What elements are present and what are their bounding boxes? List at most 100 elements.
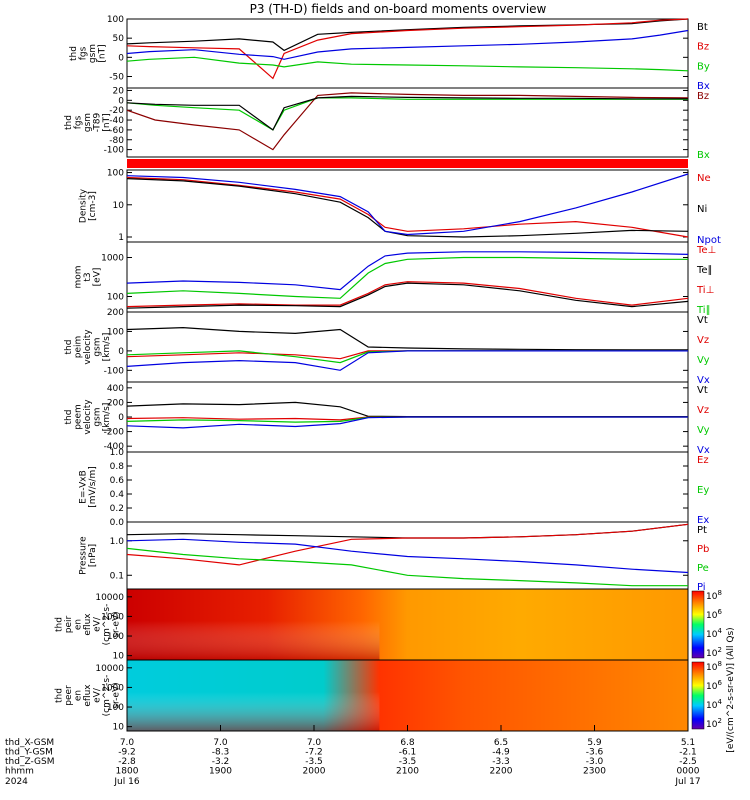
panel-ylabel: gsm xyxy=(83,113,93,132)
y-tick-label: 1 xyxy=(118,233,124,243)
panel-ylabel: (cm^2-s- xyxy=(102,675,112,717)
legend-entry: Bz xyxy=(697,91,709,102)
time-row-value: 1800 xyxy=(116,767,139,777)
panel-fgs-gsm-detrended: thd fgs gsm -T89 [nT] 200-20-40-60-80-100 Bz Bx xyxy=(64,86,710,161)
panel-ylabel: Pressure xyxy=(78,536,88,575)
y-tick-label: 10 xyxy=(113,652,125,662)
legend-entry: Ey xyxy=(697,485,709,496)
series-line-By xyxy=(126,56,689,72)
panel-efield: E=-VxB [mV/s/m] 1.0 0.8 0.6 0.4 0.2 0.0 Ez Ey Ex xyxy=(78,448,709,528)
legend-entry: Vy xyxy=(697,355,710,366)
y-tick-label: 50 xyxy=(113,34,125,44)
panel-ylabel: mom xyxy=(74,265,84,288)
time-row-value: -3.5 xyxy=(305,757,323,767)
series-line-Ni xyxy=(126,178,689,238)
legend-entry: Vz xyxy=(697,405,709,416)
legend-entry: Ti⊥ xyxy=(696,285,714,296)
legend-entry: Pe xyxy=(697,563,709,574)
y-tick-label: 10000 xyxy=(95,593,124,603)
series-line-Ti∥ xyxy=(126,256,688,299)
series-line-Pt xyxy=(126,523,689,539)
y-tick-label: 1.0 xyxy=(110,537,125,547)
y-tick-label: -40 xyxy=(109,116,124,126)
series-line-Pi xyxy=(126,538,689,574)
spectrogram-overlay xyxy=(127,691,380,731)
y-tick-label: 10000 xyxy=(95,664,124,674)
panel-ylabel: thd xyxy=(55,688,65,703)
series-line-Ti⊥ xyxy=(126,251,689,291)
panel-ylabel: en xyxy=(74,690,84,701)
series-line-Vy xyxy=(126,350,688,364)
y-tick-label: 100 xyxy=(107,169,124,179)
y-tick-label: -80 xyxy=(109,136,124,146)
panel-ylabel: sr-eV) xyxy=(112,611,122,637)
colorbar-tick: 108 xyxy=(706,660,722,673)
colorbar xyxy=(691,590,705,659)
panel-ylabel: thd xyxy=(69,46,79,61)
y-tick-label: 20 xyxy=(113,86,125,96)
y-tick-label: 0 xyxy=(118,413,124,423)
time-row-label: thd_X-GSM xyxy=(5,738,54,748)
orbit-band xyxy=(127,159,688,168)
panel-ylabel: thd xyxy=(64,410,74,425)
time-row-value: 6.8 xyxy=(400,738,415,748)
time-row-value: 2000 xyxy=(303,767,326,777)
y-tick-label: 200 xyxy=(107,398,124,408)
time-axis: thd_X-GSM 7.0 7.0 7.0 6.8 6.5 5.9 5.1 thd_Y-GSM -… xyxy=(5,725,701,787)
colorbar-tick: 106 xyxy=(706,608,722,621)
colorbar xyxy=(691,661,705,730)
legend-entry: Ez xyxy=(697,455,709,466)
y-tick-label: 200 xyxy=(107,308,124,318)
y-tick-label: 100 xyxy=(107,703,124,713)
y-tick-label: 1000 xyxy=(101,612,124,622)
y-tick-label: -20 xyxy=(109,106,124,116)
series-line-ref xyxy=(126,95,688,131)
panel-moments-temp: mom t3 [eV] 1000 100 Te⊥ Te∥ Ti⊥ Ti∥ xyxy=(74,241,716,316)
panel-ylabel: velocity xyxy=(83,329,93,365)
y-tick-label: 10 xyxy=(113,201,125,211)
time-row-value: 7.0 xyxy=(307,738,322,748)
legend-entry: By xyxy=(697,61,710,72)
panel-peem-velocity: thd peem velocity gsm [km/s] 400 200 0 -200 -400 V… xyxy=(64,381,710,456)
panel-ylabel: peir xyxy=(64,615,74,633)
y-tick-label: 0 xyxy=(118,347,124,357)
date-label: Jul 16 xyxy=(113,777,139,787)
y-tick-label: 1000 xyxy=(101,683,124,693)
y-tick-label: 0.1 xyxy=(110,571,124,581)
panel-frame xyxy=(126,521,689,590)
panel-ylabel: peer xyxy=(64,685,74,706)
year-label: 2024 xyxy=(5,777,28,787)
date-label: Jul 17 xyxy=(674,777,700,787)
series-line-Bx xyxy=(126,29,689,60)
y-tick-label: 10 xyxy=(113,723,125,733)
y-tick-label: 1.0 xyxy=(110,448,125,458)
panel-ylabel: eflux xyxy=(83,613,93,636)
panel-ylabel: thd xyxy=(55,617,65,632)
panel-ylabel: gsm xyxy=(88,44,98,63)
legend-entry: Bx xyxy=(697,81,710,92)
panel-ylabel: [nPa] xyxy=(88,544,98,567)
time-row-value: -3.0 xyxy=(586,757,604,767)
panel-frame xyxy=(126,87,689,158)
legend-entry: Npot xyxy=(697,235,721,246)
series-line-Te∥ xyxy=(126,282,689,309)
panel-ylabel: eV/ xyxy=(93,687,103,703)
time-row-value: 5.1 xyxy=(681,738,695,748)
panel-ylabel: en xyxy=(74,619,84,630)
time-row-value: -2.8 xyxy=(118,757,136,767)
panel-ylabel: Density xyxy=(78,188,88,223)
time-row-value: 2100 xyxy=(396,767,419,777)
time-row-value: -4.9 xyxy=(492,748,510,758)
time-row-value: 2300 xyxy=(583,767,606,777)
panel-ylabel: E=-VxB xyxy=(78,470,88,504)
panel-ylabel: [mV/s/m] xyxy=(88,466,98,507)
time-row-label: thd_Z-GSM xyxy=(5,757,54,767)
colorbar-label: [eV/(cm^2-s-sr-eV)] (All Qs) xyxy=(726,627,736,752)
y-tick-label: 0.2 xyxy=(110,504,124,514)
time-row-label: hhmm xyxy=(5,767,34,777)
series-line-Pe xyxy=(126,547,688,587)
colorbar-tick: 108 xyxy=(706,589,722,602)
time-row-value: -2.1 xyxy=(679,748,697,758)
legend-entry: Vy xyxy=(697,425,710,436)
